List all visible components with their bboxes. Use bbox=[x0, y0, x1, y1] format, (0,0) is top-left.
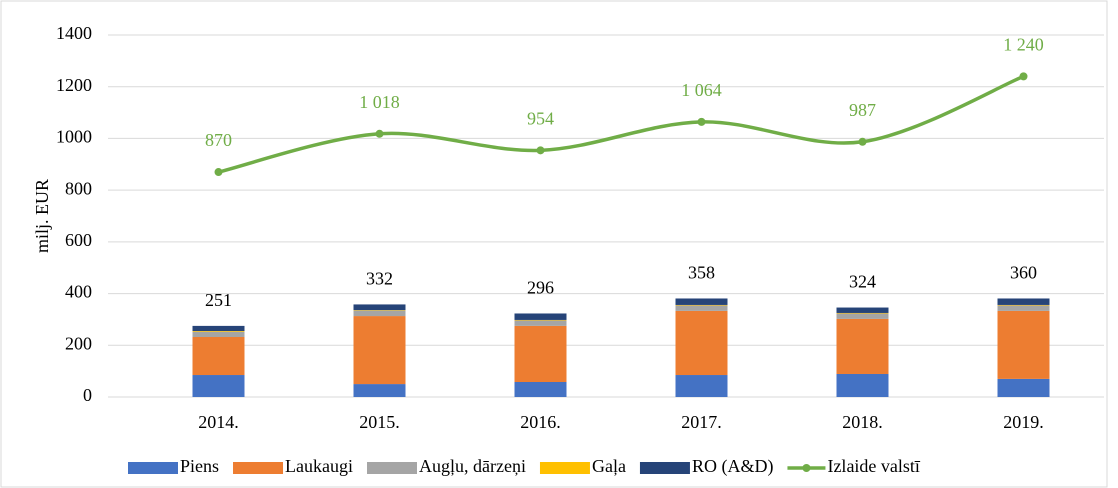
x-tick-label: 2016. bbox=[520, 412, 561, 432]
y-tick-label: 1000 bbox=[56, 127, 92, 147]
bar-segment bbox=[514, 313, 567, 320]
bar-segment bbox=[192, 325, 245, 332]
bar-segment bbox=[192, 337, 245, 376]
bar-segment bbox=[675, 304, 728, 306]
legend-label: Laukaugi bbox=[285, 456, 353, 476]
bar-total-label: 360 bbox=[1010, 263, 1037, 283]
y-tick-label: 0 bbox=[83, 385, 92, 405]
line-value-label: 1 064 bbox=[681, 80, 722, 100]
x-tick-label: 2019. bbox=[1003, 412, 1044, 432]
bar-segment bbox=[675, 310, 728, 376]
bar-segment bbox=[353, 310, 406, 317]
y-tick-label: 200 bbox=[65, 333, 92, 353]
y-tick-label: 1400 bbox=[56, 23, 92, 43]
legend-label: Piens bbox=[180, 456, 219, 476]
bar-segment bbox=[514, 320, 567, 326]
line-marker bbox=[697, 117, 706, 126]
bar-segment bbox=[192, 331, 245, 338]
y-axis-label: milj. EUR bbox=[32, 179, 52, 253]
line-value-label: 1 018 bbox=[359, 92, 400, 112]
line-value-label: 954 bbox=[527, 108, 554, 128]
bar-segment bbox=[997, 378, 1050, 397]
bar-segment bbox=[514, 382, 567, 397]
bar-total-label: 358 bbox=[688, 263, 715, 283]
bar-segment bbox=[353, 316, 406, 385]
legend-label: Izlaide valstī bbox=[827, 456, 920, 476]
legend-label: Augļu, dārzeņi bbox=[419, 456, 526, 476]
bar-segment bbox=[192, 375, 245, 397]
bar-segment bbox=[997, 305, 1050, 311]
bar-segment bbox=[836, 313, 889, 319]
x-tick-label: 2015. bbox=[359, 412, 400, 432]
bar-segment bbox=[997, 298, 1050, 305]
bar-total-label: 332 bbox=[366, 269, 393, 289]
line-value-label: 987 bbox=[849, 100, 876, 120]
bar-segment bbox=[836, 312, 889, 314]
line-marker bbox=[858, 137, 867, 146]
bar-segment bbox=[675, 305, 728, 311]
y-tick-label: 1200 bbox=[56, 75, 92, 95]
y-tick-label: 600 bbox=[65, 230, 92, 250]
bar-segment bbox=[836, 307, 889, 313]
legend-swatch bbox=[539, 462, 590, 474]
bar-segment bbox=[997, 304, 1050, 306]
legend-label: Gaļa bbox=[592, 456, 626, 476]
bar-total-label: 324 bbox=[849, 272, 876, 292]
line bbox=[218, 74, 1025, 174]
bar-total-label: 296 bbox=[527, 278, 554, 298]
legend-label: RO (A&D) bbox=[692, 456, 774, 477]
bar-segment bbox=[836, 318, 889, 374]
line-marker bbox=[1019, 72, 1028, 81]
bar-segment bbox=[836, 373, 889, 397]
bar-segment bbox=[675, 298, 728, 305]
bar-segment bbox=[353, 310, 406, 311]
bar-segment bbox=[514, 319, 567, 321]
line-value-label: 870 bbox=[205, 130, 232, 150]
legend-swatch bbox=[639, 462, 690, 474]
y-tick-label: 400 bbox=[65, 282, 92, 302]
legend-swatch bbox=[128, 462, 178, 474]
line-marker bbox=[214, 168, 223, 177]
bar-segment bbox=[675, 375, 728, 397]
bar-segment bbox=[514, 325, 567, 383]
bar-segment bbox=[353, 304, 406, 311]
line-marker bbox=[375, 129, 384, 138]
bar-segment bbox=[353, 384, 406, 397]
legend-swatch bbox=[367, 462, 417, 474]
x-tick-label: 2017. bbox=[681, 412, 722, 432]
x-tick-label: 2014. bbox=[198, 412, 239, 432]
bar-segment bbox=[997, 310, 1050, 379]
legend-swatch bbox=[233, 462, 284, 474]
legend-swatch bbox=[802, 464, 811, 472]
x-tick-label: 2018. bbox=[842, 412, 883, 432]
line-value-label: 1 240 bbox=[1003, 34, 1044, 54]
y-tick-label: 800 bbox=[65, 178, 92, 198]
bar-total-label: 251 bbox=[205, 290, 232, 310]
bar-segment bbox=[192, 331, 245, 332]
line-marker bbox=[536, 146, 545, 155]
